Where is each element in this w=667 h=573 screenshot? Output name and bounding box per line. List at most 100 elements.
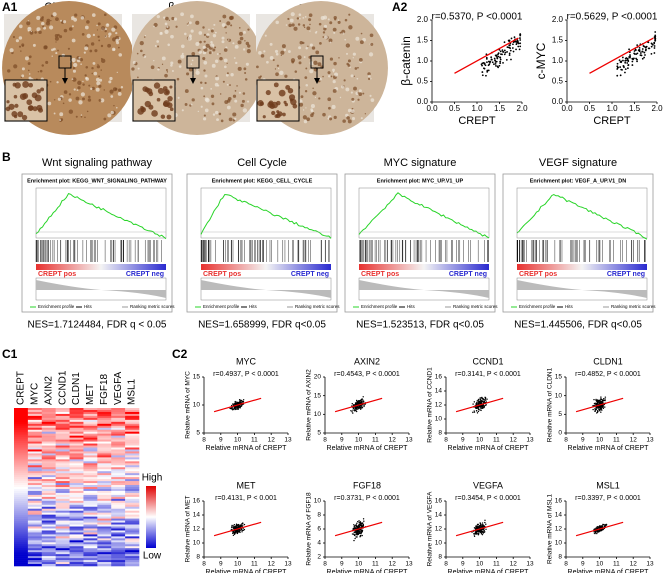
heat-cell — [55, 508, 70, 511]
scatter-texture — [361, 534, 363, 537]
scatter-texture — [236, 408, 238, 410]
heat-cell — [97, 451, 112, 454]
tissue-texture — [202, 45, 206, 50]
x-tick-label: 12 — [268, 561, 276, 568]
scatter-texture — [594, 531, 597, 534]
tissue-texture — [177, 59, 182, 64]
tissue-texture — [222, 14, 227, 19]
scatter-texture — [602, 523, 604, 526]
heat-cell — [14, 479, 29, 482]
x-tick-label: 13 — [284, 561, 292, 568]
scatter-texture — [595, 409, 597, 411]
heat-cell — [83, 552, 98, 555]
tissue-texture — [332, 68, 335, 72]
es-area — [200, 187, 332, 239]
heat-cell — [111, 441, 126, 444]
tissue-texture — [230, 73, 234, 77]
scatter-texture — [593, 528, 596, 530]
scatter-texture — [360, 533, 362, 535]
tissue-texture — [154, 45, 157, 47]
heat-cell — [125, 558, 140, 561]
scatter-texture — [602, 405, 604, 407]
heat-cell — [97, 469, 112, 472]
heat-cell — [69, 483, 84, 486]
plot-title: Enrichment plot: KEGG_WNT_SIGNALING_PATH… — [27, 178, 167, 184]
scatter-texture — [596, 406, 599, 408]
scatter-texture — [475, 527, 477, 529]
tissue-texture — [190, 14, 194, 19]
heat-cell — [97, 526, 112, 529]
tissue-texture — [132, 61, 136, 64]
heat-cell — [55, 471, 70, 474]
tissue-texture — [27, 20, 30, 22]
inset-cell — [140, 105, 144, 110]
tissue-texture — [80, 115, 83, 118]
rank-bar — [517, 264, 647, 270]
heat-cell — [83, 411, 98, 415]
tissue-texture — [310, 104, 315, 109]
heat-cell — [97, 540, 112, 543]
tissue-texture — [104, 29, 107, 33]
scatter-texture — [653, 42, 656, 45]
panel-label: C1 — [2, 347, 18, 361]
scatter-texture — [351, 411, 353, 413]
heat-cell — [97, 534, 112, 537]
scatter-texture — [476, 406, 479, 408]
tissue-texture — [272, 58, 275, 62]
tissue-texture — [332, 27, 337, 32]
tissue-texture — [94, 49, 98, 53]
scatter-texture — [499, 60, 502, 63]
scatter-texture — [485, 74, 487, 77]
tissue-texture — [97, 35, 100, 38]
scatter-texture — [512, 43, 514, 46]
heat-cell — [27, 481, 43, 484]
tissue-texture — [110, 110, 114, 115]
nes: NES=1.445506, FDR q<0.05 — [514, 320, 642, 331]
heat-cell — [14, 447, 29, 450]
tissue-texture — [161, 56, 166, 61]
tissue-texture — [309, 61, 314, 66]
scatter-texture — [481, 405, 484, 407]
x-label: CREPT — [458, 115, 496, 127]
scatter-texture — [360, 523, 362, 525]
heat-cell — [69, 546, 84, 549]
heat-cell — [55, 453, 70, 456]
scatter-texture — [594, 407, 596, 410]
tissue-texture — [150, 65, 155, 70]
heat-cell — [14, 536, 29, 539]
inset-cell — [13, 94, 18, 99]
heat-cell — [111, 449, 126, 452]
tissue-texture — [327, 71, 331, 75]
heat-cell — [111, 526, 126, 529]
heat-cell — [97, 461, 112, 464]
y-tick-label: 1.0 — [417, 56, 429, 65]
scatter-texture — [355, 527, 357, 530]
heat-cell — [125, 488, 140, 492]
tissue-texture — [184, 103, 188, 106]
tissue-texture — [190, 103, 193, 106]
scatter-texture — [593, 402, 596, 405]
scatter-texture — [596, 532, 598, 535]
heat-cell — [14, 544, 29, 547]
heat-cell — [125, 544, 140, 547]
tissue-texture — [57, 33, 60, 37]
scatter-texture — [596, 401, 599, 404]
scatter-texture — [360, 399, 363, 401]
tissue-texture — [37, 71, 40, 73]
scatter-texture — [478, 530, 480, 533]
gene-title: CLDN1 — [593, 356, 623, 366]
tissue-texture — [175, 25, 178, 28]
scatter-texture — [602, 407, 605, 410]
tissue-texture — [303, 26, 306, 29]
tissue-texture — [313, 60, 318, 65]
heat-cell — [125, 485, 140, 488]
tissue-texture — [276, 64, 280, 67]
tissue-texture — [332, 70, 335, 73]
heat-cell — [27, 526, 43, 529]
tissue-texture — [344, 38, 347, 41]
scatter-texture — [654, 37, 657, 40]
scatter-texture — [647, 47, 650, 50]
heat-cell — [69, 532, 84, 535]
heat-cell — [97, 409, 112, 413]
inset-cell — [277, 111, 283, 117]
